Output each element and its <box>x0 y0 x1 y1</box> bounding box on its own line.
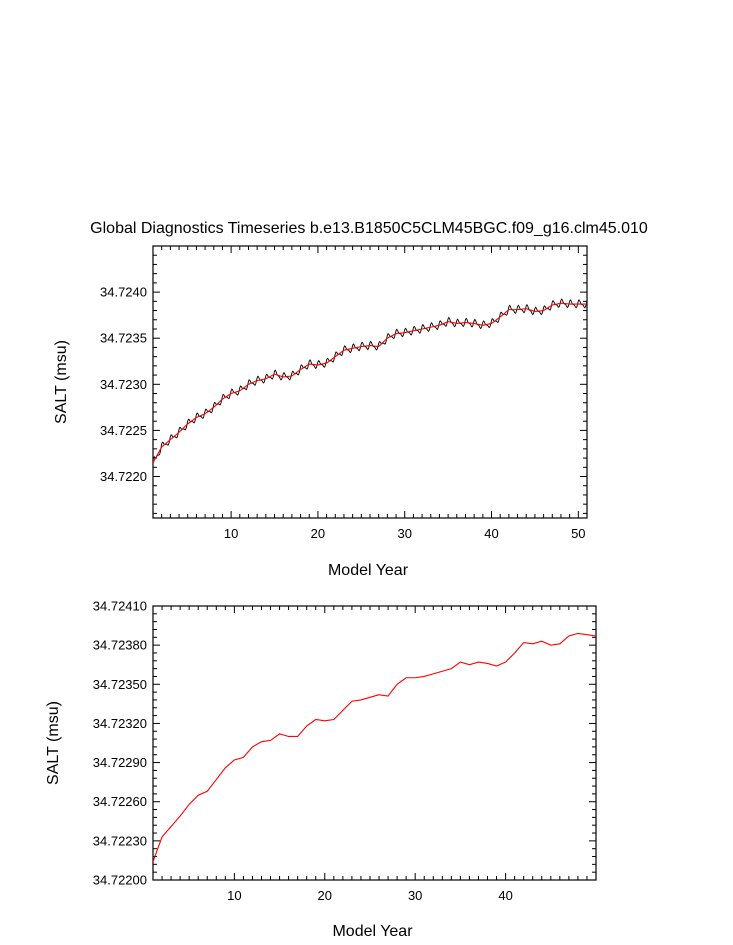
x-tick-label: 10 <box>224 526 238 541</box>
y-tick-label: 34.72260 <box>93 794 147 809</box>
series-line-annual-mean <box>153 302 587 463</box>
x-tick-label: 10 <box>227 888 241 903</box>
chart-title: Global Diagnostics Timeseries b.e13.B185… <box>90 220 648 237</box>
y-tick-label: 34.72350 <box>93 677 147 692</box>
y-tick-label: 34.72200 <box>93 873 147 888</box>
y-tick-label: 34.72380 <box>93 638 147 653</box>
y-tick-label: 34.72290 <box>93 755 147 770</box>
x-tick-label: 40 <box>484 526 498 541</box>
x-tick-label: 20 <box>318 888 332 903</box>
y-tick-label: 34.7230 <box>100 377 147 392</box>
y-tick-label: 34.7235 <box>100 331 147 346</box>
bottom-chart: 10 20 30 40 34.72200 34.72230 34.72260 34.72290… <box>45 599 597 940</box>
top-chart: 10 20 30 40 50 34.7220 34.7225 34.7230 34.7235 34… <box>53 245 588 579</box>
x-axis-label: Model Year <box>328 562 409 579</box>
series-line-annual-mean <box>153 632 596 862</box>
x-tick-label: 50 <box>571 526 585 541</box>
y-tick-label: 34.7225 <box>100 423 147 438</box>
x-tick-label: 40 <box>498 888 512 903</box>
x-tick-label: 30 <box>408 888 422 903</box>
plot-frame <box>152 245 588 519</box>
y-tick-label: 34.72410 <box>93 599 147 614</box>
x-axis-label: Model Year <box>332 923 413 940</box>
x-tick-label: 30 <box>397 526 411 541</box>
y-axis-label: SALT (msu) <box>45 701 62 785</box>
series-line-monthly <box>153 298 587 460</box>
plot-frame <box>152 605 597 881</box>
y-tick-label: 34.7240 <box>100 285 147 300</box>
y-tick-label: 34.72320 <box>93 716 147 731</box>
y-tick-label: 34.7220 <box>100 469 147 484</box>
y-tick-label: 34.72230 <box>93 833 147 848</box>
y-axis-label: SALT (msu) <box>53 340 70 424</box>
x-tick-label: 20 <box>311 526 325 541</box>
